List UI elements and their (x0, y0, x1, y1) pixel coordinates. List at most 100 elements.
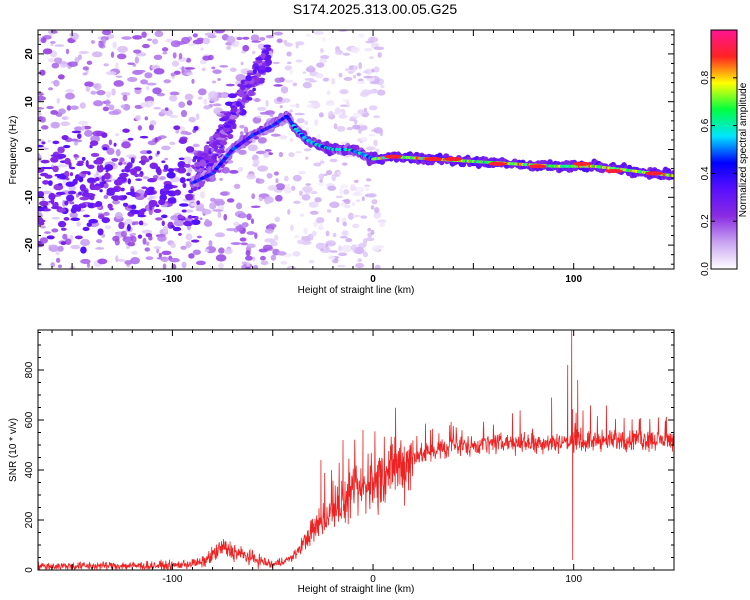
noise-blob (325, 101, 335, 106)
noise-blob (108, 104, 115, 111)
noise-blob (318, 112, 324, 118)
noise-blob (212, 69, 222, 74)
noise-blob (152, 174, 159, 180)
noise-blob (345, 68, 350, 72)
noise-blob (147, 140, 157, 146)
ridge-peak (572, 161, 591, 166)
noise-blob (219, 177, 223, 181)
noise-blob (190, 239, 200, 243)
noise-blob (289, 68, 294, 75)
noise-blob (197, 96, 203, 100)
noise-blob (274, 234, 279, 241)
noise-blob (358, 122, 364, 126)
noise-blob (319, 160, 325, 165)
noise-blob (86, 193, 96, 197)
noise-blob (302, 71, 306, 74)
noise-blob (339, 235, 348, 239)
noise-blob (53, 79, 60, 87)
streak-blob (223, 127, 231, 133)
noise-blob (65, 48, 70, 55)
noise-blob (246, 231, 256, 235)
noise-blob (322, 77, 330, 82)
noise-blob (283, 39, 288, 44)
noise-blob (334, 50, 344, 55)
noise-blob (314, 119, 319, 126)
noise-blob (260, 260, 269, 266)
noise-blob (138, 220, 144, 226)
noise-blob (161, 220, 165, 227)
noise-blob (146, 85, 150, 91)
streak-blob (219, 140, 228, 146)
noise-blob (127, 76, 138, 82)
noise-blob (156, 248, 160, 254)
noise-blob (181, 66, 185, 74)
x-tick-label: 0 (370, 574, 376, 585)
noise-blob (76, 206, 82, 212)
snr-panel: -100 0 100 0 200 400 600 800 Height of straight… (8, 329, 675, 595)
noise-blob (57, 74, 65, 80)
noise-blob (303, 148, 312, 152)
noise-blob (226, 35, 236, 44)
noise-blob (143, 192, 148, 198)
colorbar-tick-label: 0.2 (700, 214, 711, 228)
noise-blob (367, 227, 372, 232)
noise-blob (98, 40, 104, 48)
noise-blob (242, 44, 250, 52)
noise-blob (180, 245, 187, 250)
noise-blob (121, 141, 131, 149)
noise-blob (213, 107, 224, 115)
noise-blob (286, 51, 292, 57)
noise-blob (217, 211, 222, 219)
noise-blob (120, 230, 128, 238)
noise-blob (130, 157, 135, 164)
noise-blob (165, 38, 174, 43)
noise-blob (122, 94, 128, 102)
noise-blob (259, 36, 266, 41)
noise-blob (281, 98, 291, 103)
noise-blob (169, 257, 180, 263)
noise-blob (144, 116, 149, 121)
noise-blob (111, 187, 119, 192)
noise-blob (102, 30, 112, 36)
noise-blob (250, 34, 260, 42)
noise-blob (170, 72, 176, 77)
noise-blob (274, 216, 281, 223)
noise-blob (316, 62, 325, 68)
streak-blob (214, 145, 219, 151)
noise-blob (73, 126, 84, 131)
noise-blob (289, 137, 294, 143)
noise-blob (96, 90, 106, 96)
noise-blob (368, 105, 378, 111)
noise-blob (272, 61, 280, 65)
y-tick-label: 10 (24, 96, 35, 108)
noise-blob (204, 218, 210, 224)
noise-blob (313, 162, 322, 167)
noise-blob (52, 140, 60, 145)
noise-blob (223, 213, 228, 221)
noise-blob (135, 115, 141, 121)
noise-blob (265, 34, 274, 39)
noise-blob (304, 120, 309, 126)
snr-plot-area (38, 330, 674, 570)
noise-blob (367, 193, 377, 198)
noise-blob (162, 225, 169, 234)
noise-blob (49, 40, 56, 44)
noise-blob (297, 239, 305, 245)
noise-blob (170, 215, 180, 221)
noise-blob (87, 171, 91, 176)
noise-blob (256, 106, 267, 112)
noise-blob (295, 43, 299, 49)
noise-blob (376, 89, 386, 96)
streak-blob (260, 52, 267, 59)
noise-blob (129, 210, 138, 214)
noise-blob (153, 54, 163, 61)
noise-blob (279, 135, 288, 140)
noise-blob (354, 246, 365, 255)
streak-blob (210, 147, 215, 153)
noise-blob (159, 190, 169, 196)
noise-blob (60, 121, 70, 127)
noise-blob (254, 232, 258, 239)
noise-blob (185, 146, 195, 153)
noise-blob (278, 151, 284, 158)
noise-blob (315, 242, 326, 250)
